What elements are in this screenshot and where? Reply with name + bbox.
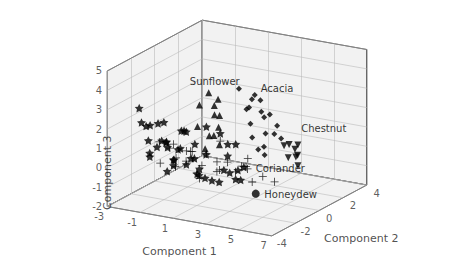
svg-text:Component 2: Component 2 [324,232,398,245]
svg-text:1: 1 [162,223,168,234]
svg-text:4: 4 [96,85,102,96]
svg-text:0: 0 [326,213,332,224]
svg-text:5: 5 [96,65,102,76]
svg-text:-3: -3 [94,211,104,222]
svg-text:Coriander: Coriander [256,163,306,174]
svg-text:1: 1 [95,142,103,154]
svg-text:7: 7 [261,240,267,251]
svg-text:Acacia: Acacia [261,83,294,94]
svg-text:Sunflower: Sunflower [190,76,241,87]
svg-text:Component 3: Component 3 [101,136,114,210]
svg-text:-1: -1 [127,217,137,228]
svg-text:0: 0 [95,162,103,174]
svg-text:-1: -1 [92,181,103,193]
svg-text:-2: -2 [301,226,311,237]
svg-text:Chestnut: Chestnut [301,123,346,134]
svg-text:2: 2 [96,124,102,135]
svg-text:-2: -2 [92,201,103,212]
svg-text:Component 1: Component 1 [142,245,216,258]
svg-text:-4: -4 [277,238,287,249]
svg-text:Honeydew: Honeydew [264,189,317,200]
svg-text:2: 2 [350,200,356,211]
svg-text:4: 4 [374,188,380,199]
svg-text:3: 3 [96,104,102,115]
svg-text:5: 5 [228,234,234,245]
svg-text:3: 3 [195,229,201,240]
